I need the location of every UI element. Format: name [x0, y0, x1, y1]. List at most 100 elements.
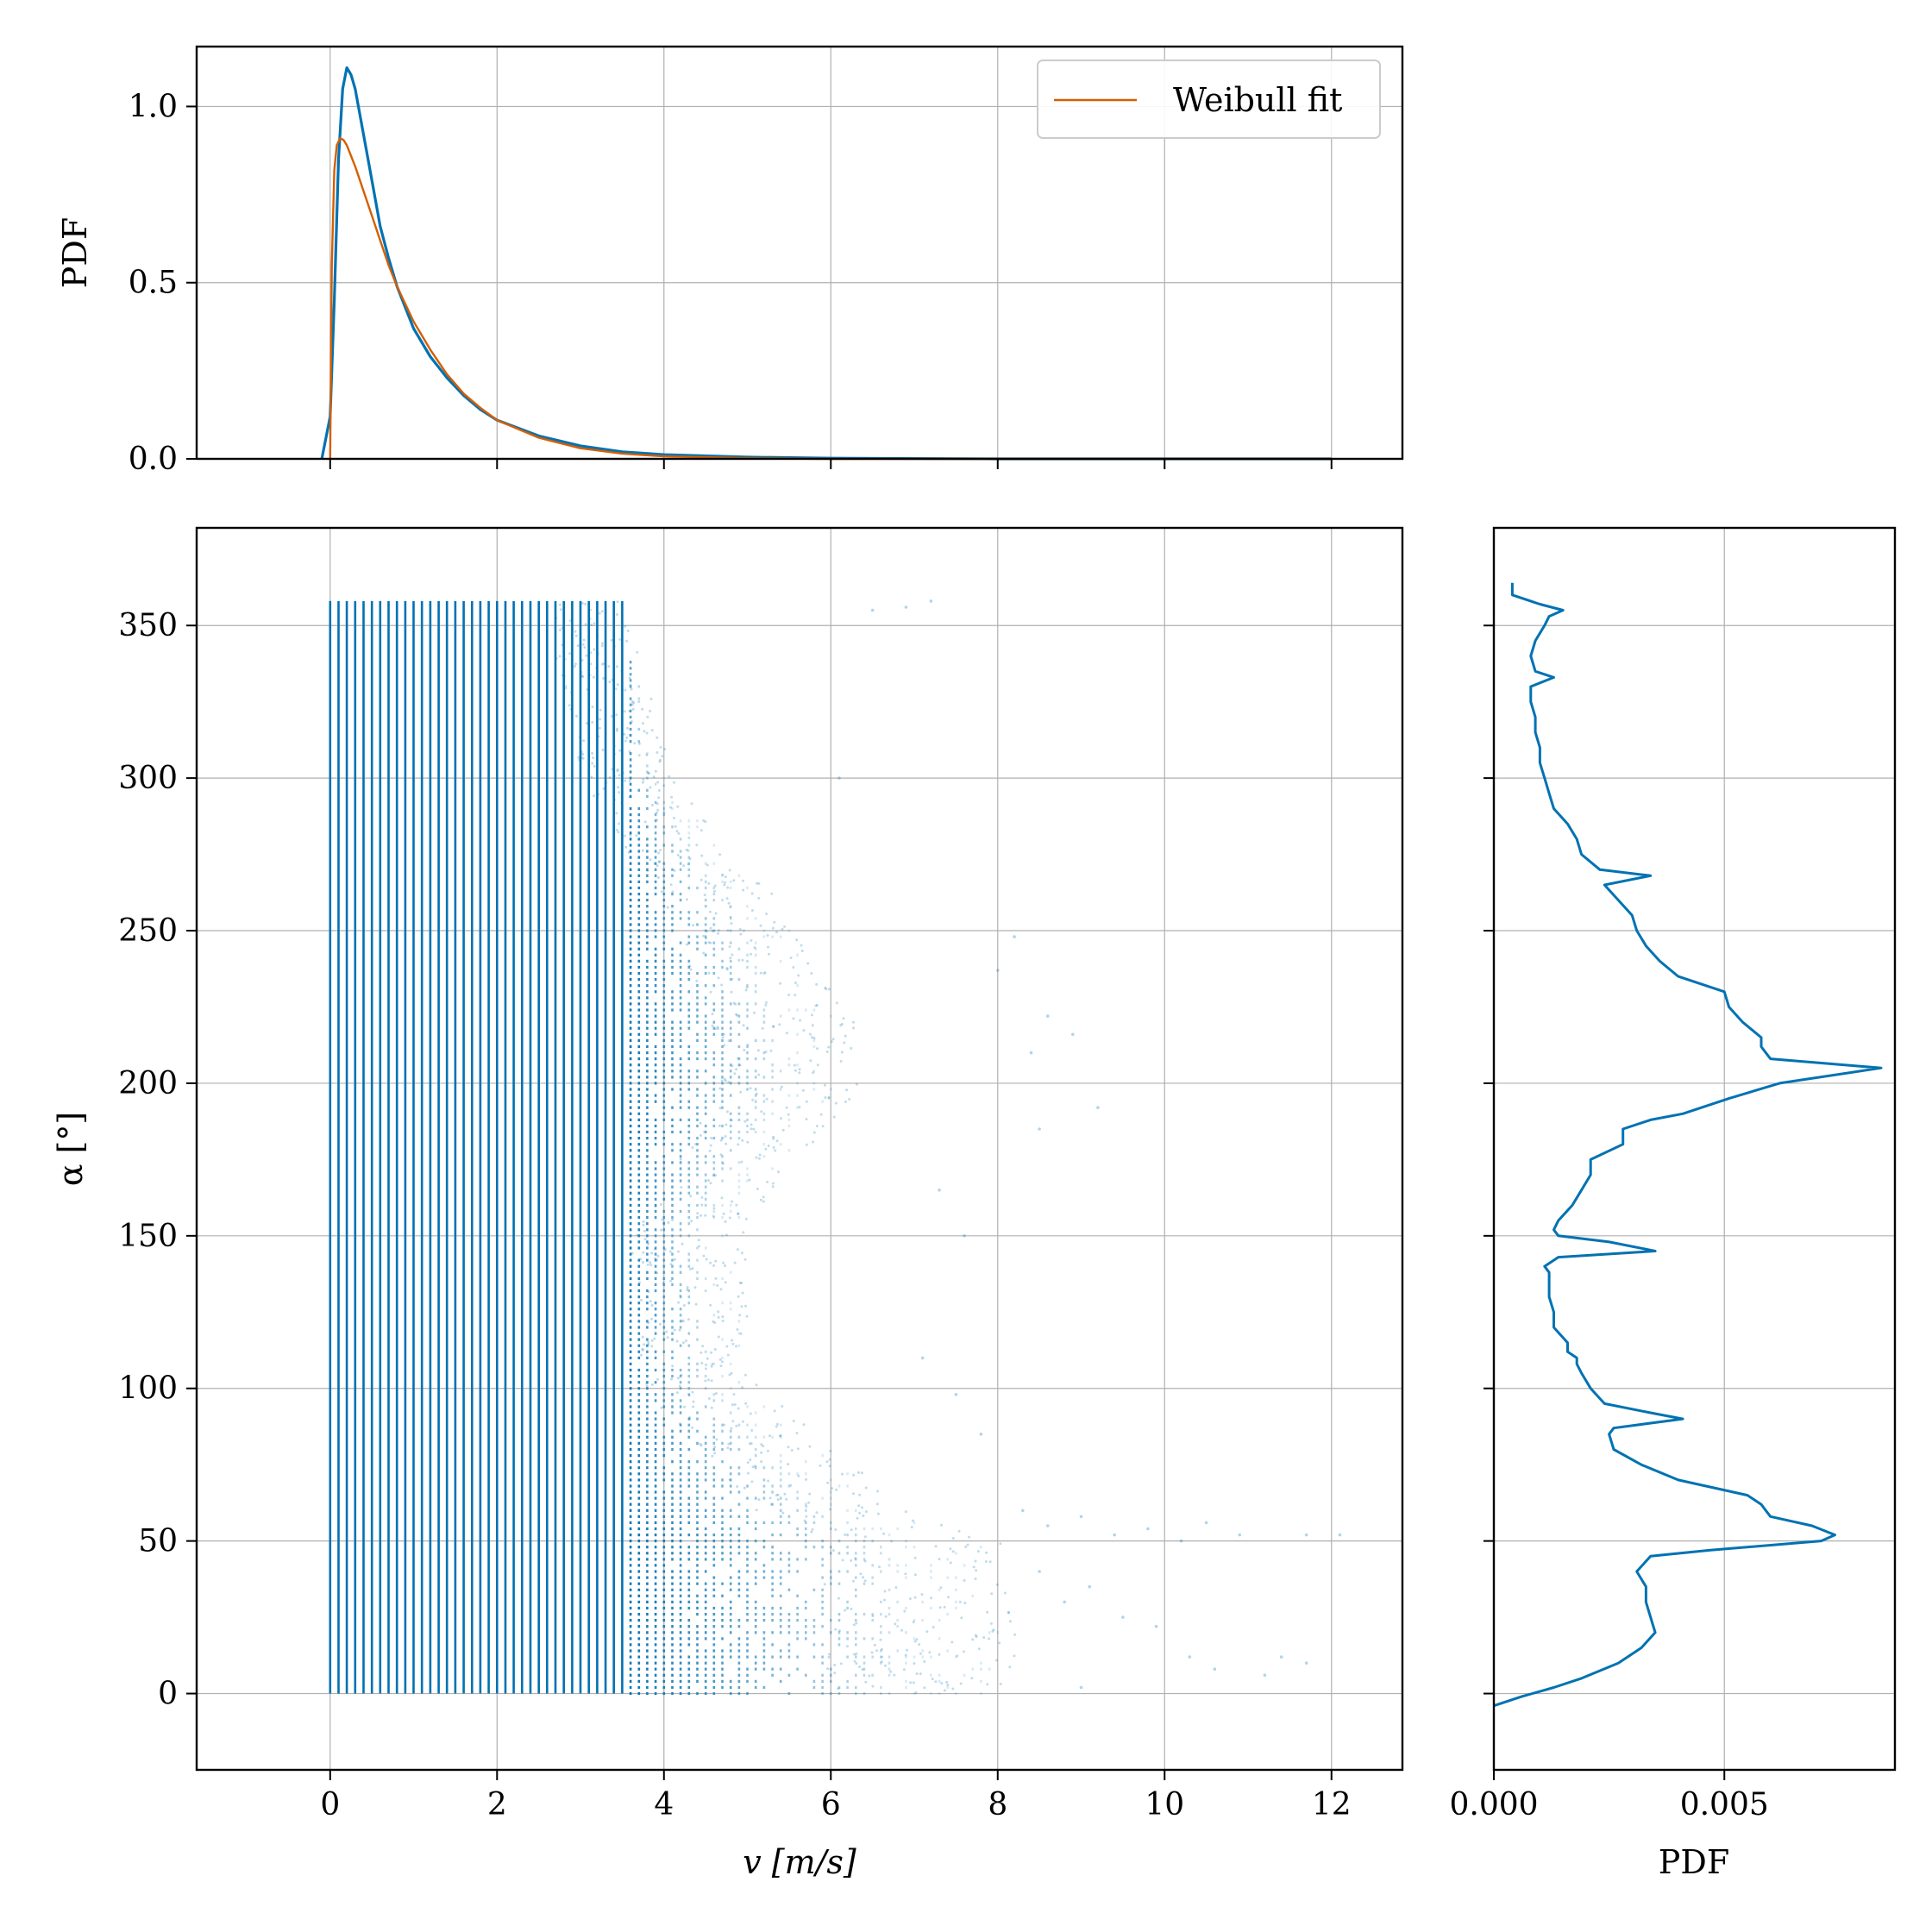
scatter-point: [704, 1026, 707, 1030]
scatter-point: [637, 935, 641, 938]
scatter-point: [704, 1606, 707, 1610]
scatter-point: [679, 1540, 682, 1543]
scatter-point: [734, 1002, 737, 1006]
scatter-point: [692, 1405, 695, 1408]
scatter-point: [646, 1441, 649, 1445]
scatter-point: [812, 1655, 816, 1659]
scatter-point: [746, 1130, 749, 1134]
scatter-point: [762, 1076, 766, 1079]
scatter-point: [712, 1174, 715, 1177]
scatter-point: [657, 851, 661, 855]
scatter-point: [787, 1113, 790, 1116]
scatter-point: [687, 1679, 691, 1683]
scatter-point: [717, 929, 720, 932]
scatter-point: [737, 958, 741, 962]
scatter-point: [679, 1294, 682, 1297]
scatter-point: [905, 1661, 907, 1665]
scatter-point: [662, 1076, 666, 1079]
scatter-point: [787, 1643, 791, 1647]
scatter-point: [637, 831, 641, 835]
scatter-point: [710, 1351, 712, 1354]
scatter-point: [662, 1106, 666, 1109]
scatter-point: [805, 1502, 807, 1506]
scatter-point: [712, 1546, 716, 1549]
scatter-point: [704, 1130, 707, 1134]
scatter-point: [988, 1631, 991, 1634]
scatter-point: [646, 1423, 649, 1427]
scatter-point: [963, 1673, 966, 1677]
scatter-point: [612, 621, 615, 624]
scatter-point: [654, 1014, 657, 1018]
scatter-point: [745, 986, 749, 989]
scatter-point: [712, 1008, 716, 1012]
scatter-point: [789, 1484, 793, 1487]
scatter-point: [654, 1130, 657, 1134]
scatter-point: [796, 1094, 799, 1097]
scatter-point: [679, 899, 682, 902]
scatter-point: [839, 1024, 843, 1027]
scatter-point: [687, 1258, 691, 1262]
scatter-point: [662, 784, 666, 787]
scatter-point: [662, 1570, 666, 1573]
scatter-point: [712, 1515, 716, 1518]
scatter-point: [925, 1630, 929, 1634]
scatter-point: [629, 996, 632, 1000]
scatter-point: [637, 1368, 641, 1372]
scatter-point: [844, 1101, 847, 1103]
scatter-point: [754, 1540, 757, 1543]
scatter-point: [767, 1145, 770, 1147]
scatter-point: [696, 1185, 699, 1189]
scatter-point: [671, 1252, 674, 1256]
scatter-point: [637, 1289, 641, 1293]
scatter-outlier-6: [1204, 1521, 1208, 1525]
scatter-point: [930, 1691, 932, 1696]
scatter-point: [596, 635, 599, 638]
scatter-point: [989, 1622, 993, 1625]
scatter-point: [721, 1076, 724, 1079]
scatter-point: [646, 1631, 649, 1634]
scatter-point: [787, 1649, 791, 1653]
scatter-outlier-23: [1071, 1032, 1075, 1037]
scatter-point: [599, 718, 601, 721]
scatter-point: [766, 934, 769, 937]
scatter-point: [662, 1173, 666, 1176]
scatter-point: [729, 978, 732, 982]
scatter-point: [771, 1594, 774, 1597]
scatter-point: [704, 1527, 707, 1531]
scatter-point: [771, 1063, 774, 1067]
scatter-point: [721, 1509, 724, 1512]
scatter-point: [629, 1368, 632, 1372]
scatter-point: [679, 1100, 682, 1103]
scatter-point: [762, 1570, 766, 1573]
scatter-point: [687, 849, 690, 852]
scatter-point: [794, 994, 797, 997]
scatter-point: [781, 927, 784, 931]
scatter-point: [862, 1667, 866, 1671]
scatter-point: [687, 1252, 691, 1256]
scatter-point: [636, 650, 639, 654]
scatter-point: [662, 923, 666, 926]
scatter-point: [637, 1460, 641, 1464]
scatter-point: [729, 1082, 732, 1085]
scatter-point: [662, 1130, 666, 1134]
scatter-point: [637, 697, 641, 700]
scatter-point: [654, 1460, 657, 1464]
scatter-outlier-22: [1046, 1014, 1050, 1018]
scatter-point: [654, 850, 657, 853]
scatter-point: [740, 1282, 743, 1284]
scatter-point: [721, 1070, 724, 1073]
scatter-point: [1007, 1610, 1010, 1614]
scatter-point: [729, 929, 732, 932]
scatter-point: [696, 1625, 699, 1628]
scatter-point: [646, 1552, 649, 1555]
scatter-point: [629, 1130, 632, 1134]
scatter-point: [844, 1533, 847, 1536]
scatter-point: [654, 1173, 657, 1176]
scatter-point: [737, 1407, 740, 1410]
scatter-point: [610, 715, 613, 718]
scatter-point: [637, 1673, 641, 1677]
scatter-point: [615, 665, 618, 668]
scatter-point: [687, 1295, 691, 1299]
scatter-point: [880, 1691, 882, 1696]
scatter-point: [721, 1338, 724, 1341]
